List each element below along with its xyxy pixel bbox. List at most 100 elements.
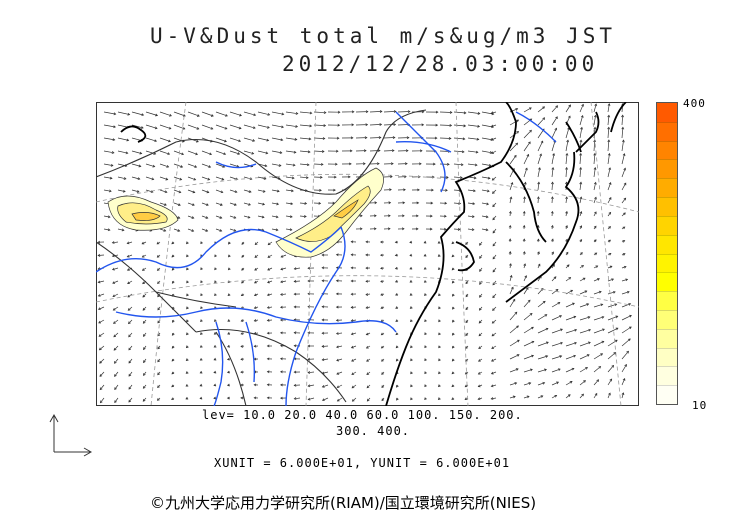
wind-arrow-head bbox=[623, 197, 627, 201]
wind-arrow-head bbox=[349, 162, 352, 166]
wind-arrow bbox=[579, 265, 584, 269]
wind-arrow bbox=[607, 352, 616, 360]
wind-arrow-head bbox=[323, 111, 327, 115]
wind-arrow-head bbox=[350, 345, 354, 349]
wind-arrow bbox=[593, 211, 597, 217]
wind-arrow bbox=[621, 115, 624, 126]
wind-arrow bbox=[299, 137, 311, 140]
wind-arrow-head bbox=[416, 214, 419, 218]
wind-arrow bbox=[537, 355, 548, 360]
wind-arrow bbox=[467, 163, 478, 166]
wind-arrow bbox=[145, 150, 156, 155]
wind-arrow bbox=[267, 267, 273, 271]
wind-arrow bbox=[397, 124, 410, 126]
colorbar-cell bbox=[657, 385, 677, 404]
wind-arrow-head bbox=[622, 253, 626, 256]
wind-arrow-head bbox=[443, 227, 447, 231]
wind-arrow bbox=[579, 196, 582, 204]
wind-arrow-head bbox=[335, 292, 339, 296]
wind-arrow bbox=[565, 211, 568, 217]
wind-arrow-head bbox=[410, 397, 413, 401]
wind-arrow-head bbox=[486, 189, 490, 193]
wind-arrow-head bbox=[490, 111, 494, 115]
wind-arrow-head bbox=[364, 136, 368, 140]
wind-arrow-head bbox=[185, 371, 189, 374]
wind-arrow bbox=[579, 104, 584, 113]
wind-arrow bbox=[243, 176, 252, 180]
wind-arrow-head bbox=[321, 331, 325, 335]
wind-arrow-head bbox=[550, 210, 554, 214]
wind-arrow-head bbox=[451, 241, 455, 245]
wind-arrow bbox=[453, 124, 466, 127]
wind-arrow-head bbox=[492, 256, 496, 260]
wind-arrow-head bbox=[266, 383, 270, 387]
wind-arrow bbox=[537, 328, 549, 334]
wind-arrow-head bbox=[336, 358, 339, 362]
wind-arrow-head bbox=[266, 331, 270, 335]
wind-arrow-head bbox=[213, 332, 217, 335]
wind-arrow-head bbox=[565, 210, 569, 214]
wind-arrow-head bbox=[390, 162, 394, 166]
wind-arrow bbox=[481, 228, 488, 231]
wind-arrow-head bbox=[461, 150, 465, 154]
wind-arrow-head bbox=[523, 196, 526, 200]
wind-arrow bbox=[215, 202, 223, 206]
wind-arrow bbox=[99, 371, 105, 377]
wind-arrow-head bbox=[194, 165, 198, 168]
wind-arrow bbox=[145, 124, 158, 129]
wind-arrow-head bbox=[471, 215, 475, 219]
wind-arrow bbox=[607, 197, 612, 204]
wind-arrow-head bbox=[508, 238, 512, 242]
wind-arrow-head bbox=[233, 228, 237, 232]
wind-arrow bbox=[551, 167, 554, 178]
wind-arrow bbox=[294, 280, 301, 282]
wind-arrow bbox=[243, 189, 252, 193]
wind-arrow-head bbox=[126, 268, 130, 271]
wind-arrow-head bbox=[321, 384, 325, 388]
wind-arrow-head bbox=[451, 267, 455, 271]
wind-arrow bbox=[280, 280, 287, 283]
wind-arrow-head bbox=[253, 319, 257, 322]
wind-arrow bbox=[565, 167, 568, 178]
wind-arrow-head bbox=[168, 139, 171, 143]
wind-arrow-head bbox=[98, 334, 102, 337]
wind-arrow-head bbox=[289, 228, 293, 232]
wind-arrow bbox=[491, 358, 497, 362]
wind-arrow-head bbox=[565, 225, 568, 228]
wind-arrow-head bbox=[280, 305, 283, 309]
wind-arrow-head bbox=[555, 288, 559, 292]
wind-arrow-head bbox=[559, 315, 563, 318]
wind-arrow-head bbox=[529, 312, 533, 316]
wind-arrow-head bbox=[334, 175, 337, 179]
wind-arrow bbox=[491, 345, 497, 349]
wind-arrow bbox=[336, 371, 343, 375]
wind-arrow-head bbox=[123, 177, 127, 180]
wind-arrow bbox=[467, 189, 476, 192]
wind-arrow bbox=[551, 315, 562, 321]
wind-arrow bbox=[351, 384, 357, 389]
wind-arrow bbox=[565, 104, 571, 113]
colorbar-cell bbox=[657, 291, 677, 312]
wind-arrow bbox=[285, 150, 296, 153]
wind-arrow bbox=[187, 228, 194, 232]
wind-arrow-head bbox=[240, 357, 244, 361]
wind-arrow bbox=[113, 306, 119, 311]
wind-arrow-head bbox=[195, 152, 199, 156]
wind-arrow bbox=[593, 316, 604, 321]
wind-arrow-head bbox=[424, 345, 427, 349]
wind-arrow-head bbox=[508, 210, 512, 214]
wind-arrow bbox=[271, 150, 282, 154]
wind-arrow-head bbox=[580, 114, 584, 118]
wind-arrow bbox=[621, 127, 624, 139]
wind-arrow bbox=[367, 397, 371, 402]
wind-arrow-head bbox=[381, 359, 384, 362]
wind-arrow-head bbox=[608, 239, 611, 243]
wind-arrow bbox=[201, 150, 212, 155]
wind-arrow bbox=[593, 353, 603, 360]
wind-arrow-head bbox=[536, 196, 540, 200]
wind-arrow-head bbox=[623, 182, 627, 186]
wind-arrow-head bbox=[602, 328, 605, 332]
wind-arrow bbox=[173, 150, 184, 155]
wind-arrow bbox=[117, 111, 130, 115]
wind-arrow-head bbox=[239, 113, 242, 117]
